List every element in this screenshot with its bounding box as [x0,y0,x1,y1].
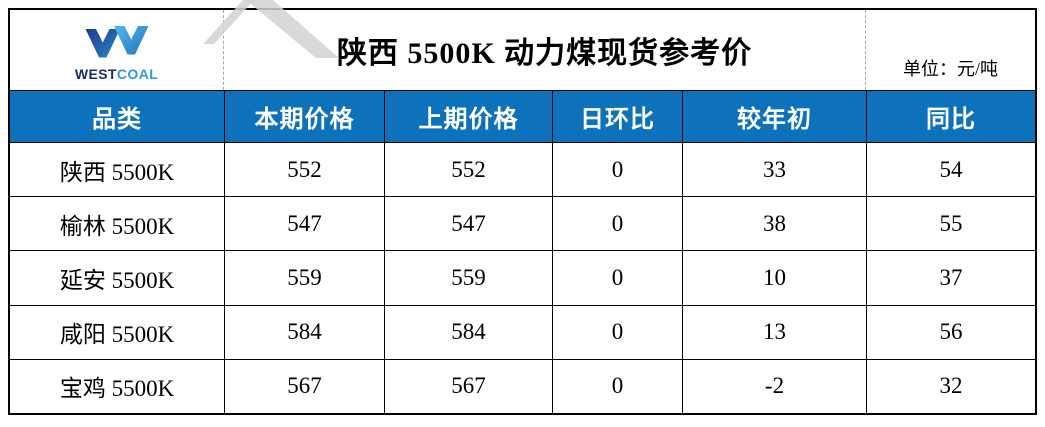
column-header-yoy-change: 同比 [866,90,1035,142]
top-band: WESTCOAL 陕西 5500K 动力煤现货参考价 单位：元/吨 [10,10,1035,90]
cell-dod-change: 0 [552,358,682,413]
cell-yoy-change: 55 [866,196,1035,251]
cell-ytd-change: 38 [682,196,866,251]
cell-dod-change: 0 [552,304,682,359]
cell-ytd-change: 33 [682,142,866,197]
cell-dod-change: 0 [552,196,682,251]
cell-current-price: 559 [224,250,384,305]
cell-dod-change: 0 [552,250,682,305]
cell-category: 宝鸡 5500K [10,358,224,413]
column-header-category: 品类 [10,90,224,142]
cell-ytd-change: 13 [682,304,866,359]
cell-previous-price: 584 [384,304,552,359]
cell-yoy-change: 37 [866,250,1035,305]
cell-dod-change: 0 [552,142,682,197]
price-table: 品类 本期价格 上期价格 日环比 较年初 同比 陕西 5500K 552 552… [10,90,1035,413]
column-header-current-price: 本期价格 [224,90,384,142]
logo-wordmark: WESTCOAL [75,67,158,81]
table-frame: WESTCOAL 陕西 5500K 动力煤现货参考价 单位：元/吨 品类 本期价… [8,8,1037,415]
cell-current-price: 552 [224,142,384,197]
cell-previous-price: 552 [384,142,552,197]
cell-yoy-change: 32 [866,358,1035,413]
logo-text-west: WEST [74,65,117,82]
logo-text-coal: COAL [116,65,159,82]
cell-yoy-change: 56 [866,304,1035,359]
cell-previous-price: 567 [384,358,552,413]
cell-ytd-change: 10 [682,250,866,305]
title-cell: 陕西 5500K 动力煤现货参考价 [224,10,866,90]
unit-cell: 单位：元/吨 [866,10,1035,90]
logo-cell: WESTCOAL [10,10,224,90]
column-header-ytd-change: 较年初 [682,90,866,142]
cell-previous-price: 559 [384,250,552,305]
cell-previous-price: 547 [384,196,552,251]
cell-ytd-change: -2 [682,358,866,413]
cell-category: 陕西 5500K [10,142,224,197]
cell-category: 榆林 5500K [10,196,224,251]
unit-label: 单位：元/吨 [902,59,998,79]
westcoal-logo-icon [85,25,148,57]
cell-category: 咸阳 5500K [10,304,224,359]
cell-current-price: 547 [224,196,384,251]
column-header-previous-price: 上期价格 [384,90,552,142]
cell-category: 延安 5500K [10,250,224,305]
cell-yoy-change: 54 [866,142,1035,197]
cell-current-price: 567 [224,358,384,413]
report-title: 陕西 5500K 动力煤现货参考价 [336,37,753,70]
cell-current-price: 584 [224,304,384,359]
column-header-dod-change: 日环比 [552,90,682,142]
